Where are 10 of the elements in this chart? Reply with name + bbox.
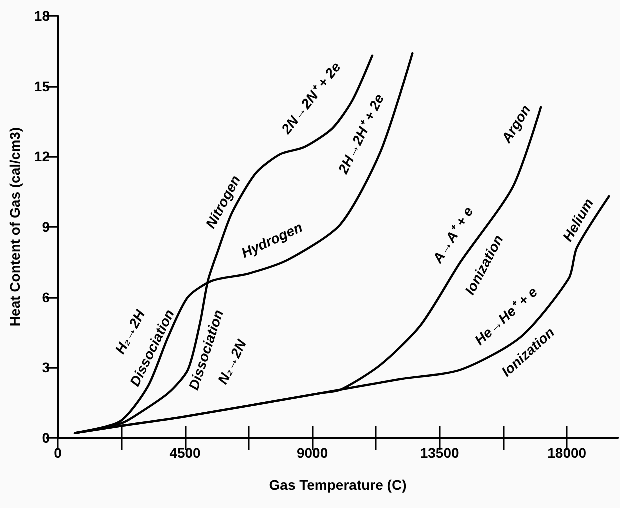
x-tick-label: 18000 <box>548 445 587 461</box>
x-tick-label: 4500 <box>170 445 202 461</box>
y-tick-label: 12 <box>34 148 50 165</box>
x-tick-label: 0 <box>54 445 62 461</box>
x-tick-label: 13500 <box>420 445 460 461</box>
y-tick-label: 18 <box>34 8 50 24</box>
y-axis-title: Heat Content of Gas (cal/cm3) <box>7 127 23 327</box>
x-axis-title: Gas Temperature (C) <box>269 477 407 493</box>
x-tick-label: 9000 <box>296 445 328 461</box>
y-tick-label: 15 <box>34 78 50 94</box>
